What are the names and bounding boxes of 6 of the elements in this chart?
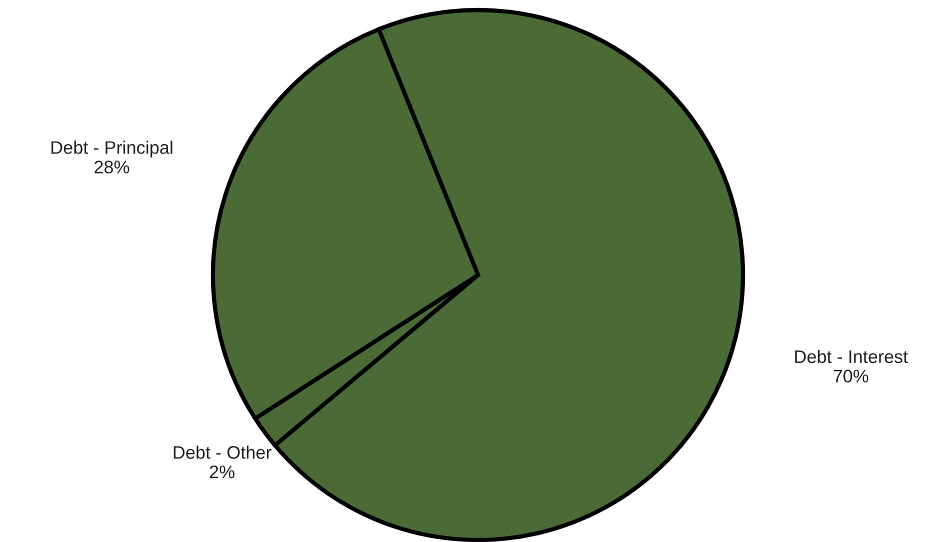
slice-label: Debt - Principal	[52, 140, 172, 158]
data-label: 28%	[94, 160, 130, 174]
data-label: 70%	[834, 370, 868, 383]
data-label: 2%	[210, 465, 234, 478]
slice-label: Debt - Other	[174, 446, 272, 459]
slice-label: Debt - Interest	[795, 350, 908, 364]
